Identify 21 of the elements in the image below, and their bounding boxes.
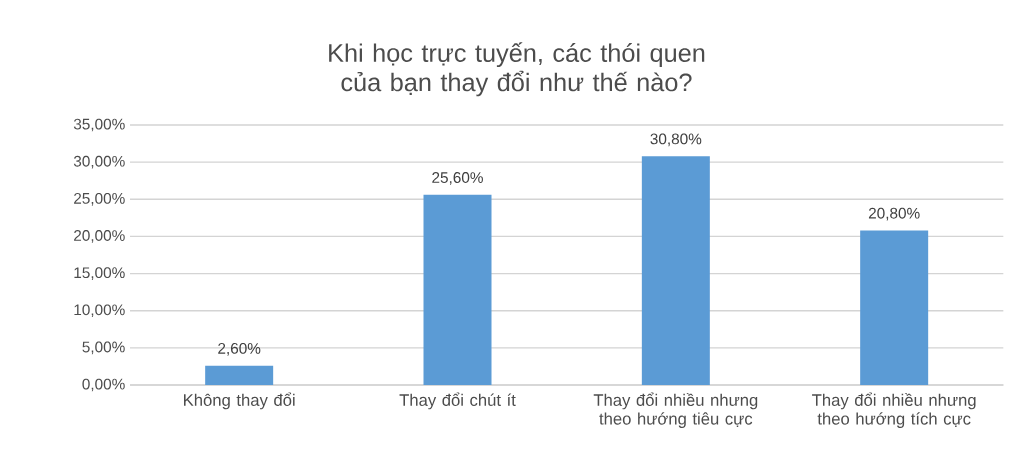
y-tick-label: 0,00% bbox=[82, 378, 125, 392]
bar bbox=[205, 365, 274, 385]
y-tick-label: 5,00% bbox=[82, 341, 125, 355]
data-label: 25,60% bbox=[432, 172, 483, 185]
data-label: 30,80% bbox=[650, 133, 702, 147]
y-tick-label: 20,00% bbox=[74, 230, 125, 243]
y-tick-label: 25,00% bbox=[74, 192, 125, 206]
y-tick-label: 15,00% bbox=[74, 267, 125, 280]
data-label: 2,60% bbox=[218, 342, 261, 356]
bar bbox=[860, 230, 929, 385]
x-tick-label: Thay đổi chút ít bbox=[399, 392, 516, 410]
chart-title: Khi học trực tuyến, các thói quen của bạn thay đổi như thế nào? bbox=[329, 42, 705, 97]
y-tick-label: 30,00% bbox=[73, 155, 125, 169]
x-tick-label: Thay đổi nhiều nhưng theo hướng tích cực bbox=[812, 392, 976, 428]
x-tick-label: Thay đổi nhiều nhưng theo hướng tiêu cực bbox=[593, 392, 758, 428]
data-label: 20,80% bbox=[868, 207, 920, 221]
x-tick-label: Không thay đổi bbox=[184, 392, 295, 410]
bar bbox=[641, 156, 710, 385]
y-tick-label: 10,00% bbox=[74, 304, 125, 318]
bar bbox=[423, 194, 492, 385]
y-tick-label: 35,00% bbox=[73, 118, 125, 132]
